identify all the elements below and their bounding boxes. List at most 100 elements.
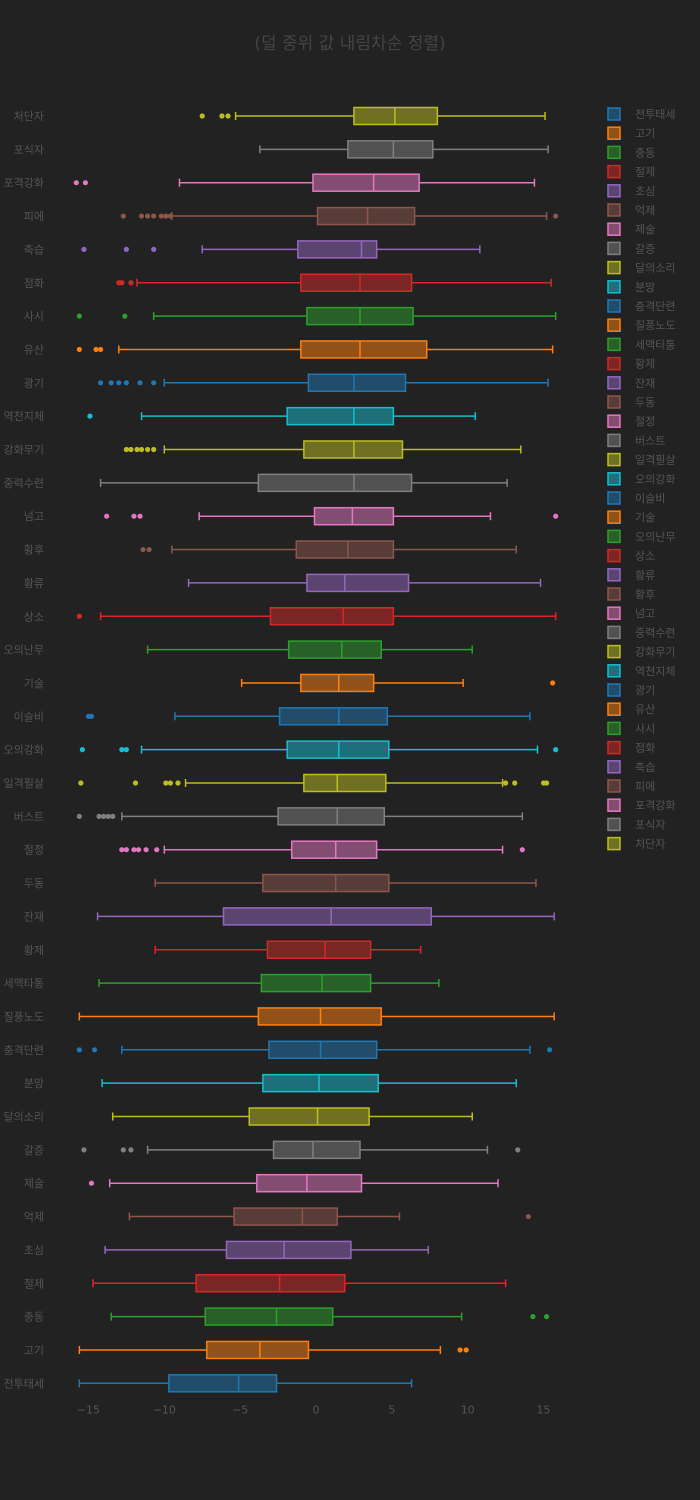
legend-item-잔재: 잔재 — [607, 376, 655, 390]
iqr-box — [303, 440, 404, 459]
legend-label: 피에 — [635, 780, 655, 793]
iqr-box — [300, 273, 413, 292]
iqr-box — [206, 1340, 310, 1360]
category-label: 전투태세 — [4, 1377, 44, 1390]
category-label: 이슬비 — [14, 710, 44, 723]
outlier-point — [143, 847, 149, 853]
outlier-point — [503, 780, 509, 786]
outlier-point — [119, 747, 125, 753]
legend-item-유산: 유산 — [607, 702, 655, 716]
category-label: 황제 — [24, 944, 44, 957]
outlier-point — [151, 446, 157, 453]
legend-label: 포식자 — [635, 818, 665, 831]
category-label: 중력수련 — [4, 477, 44, 490]
outlier-point — [167, 213, 173, 219]
outlier-point — [128, 446, 134, 453]
outlier-point — [158, 213, 164, 219]
legend-label: 황제 — [635, 358, 655, 371]
outlier-point — [81, 1147, 87, 1153]
box-광기 — [97, 373, 549, 393]
legend-swatch — [607, 433, 621, 448]
outlier-point — [515, 1147, 521, 1153]
outlier-point — [96, 813, 102, 819]
iqr-box — [287, 640, 382, 659]
legend-swatch — [607, 721, 621, 736]
iqr-box — [300, 340, 428, 359]
iqr-box — [225, 1240, 352, 1260]
boxes-layer — [73, 106, 559, 1393]
iqr-box — [347, 140, 434, 159]
category-label: 충동 — [24, 1311, 44, 1324]
iqr-box — [316, 206, 416, 226]
legend-swatch — [607, 760, 621, 774]
outlier-point — [108, 380, 114, 386]
x-tick-label: −15 — [77, 1403, 100, 1416]
category-label: 분망 — [24, 1077, 44, 1090]
box-오의강화 — [79, 740, 559, 759]
legend-swatch — [607, 491, 621, 505]
category-label: 세맥타통 — [4, 977, 44, 990]
legend-label: 점화 — [635, 742, 655, 755]
box-고기 — [78, 1340, 469, 1360]
outlier-point — [543, 780, 550, 786]
legend-swatch — [607, 395, 621, 409]
outlier-point — [82, 180, 89, 186]
legend-label: 전투태세 — [635, 108, 675, 121]
outlier-point — [104, 513, 110, 519]
box-일격필살 — [78, 773, 550, 793]
legend-swatch — [607, 587, 621, 601]
legend-item-고기: 고기 — [607, 126, 655, 140]
box-잔재 — [96, 907, 555, 926]
legend-swatch — [607, 836, 621, 851]
legend-label: 고기 — [635, 127, 655, 140]
box-절제 — [92, 1274, 507, 1293]
outlier-point — [76, 313, 82, 319]
category-label: 사시 — [24, 310, 44, 323]
box-세맥타통 — [98, 973, 440, 993]
outlier-point — [138, 213, 145, 219]
legend-swatch — [607, 702, 621, 716]
box-분망 — [101, 1073, 517, 1093]
category-label: 강화무기 — [4, 444, 44, 457]
outlier-point — [146, 546, 152, 553]
box-점화 — [116, 273, 552, 292]
box-전투태세 — [78, 1374, 413, 1393]
legend-label: 일격필살 — [635, 453, 675, 467]
iqr-box — [222, 907, 433, 926]
iqr-box — [266, 940, 372, 959]
legend-item-기술: 기술 — [607, 510, 655, 524]
outlier-point — [553, 513, 559, 519]
box-이슬비 — [85, 707, 531, 726]
legend-label: 유산 — [635, 703, 655, 716]
legend-label: 기술 — [635, 511, 655, 524]
legend-swatch — [607, 299, 621, 313]
legend-swatch — [607, 740, 621, 755]
legend-swatch — [607, 145, 621, 160]
category-label: 버스트 — [14, 810, 44, 823]
outlier-point — [530, 1314, 536, 1320]
box-황류 — [187, 573, 542, 593]
outlier-point — [97, 380, 104, 386]
legend-label: 제술 — [635, 223, 655, 236]
legend-swatch — [607, 798, 621, 812]
box-충격단련 — [76, 1040, 553, 1060]
outlier-point — [87, 413, 93, 419]
x-tick-label: 0 — [313, 1403, 320, 1416]
outlier-point — [88, 1180, 95, 1186]
iqr-box — [256, 1173, 363, 1193]
legend-swatch — [607, 260, 621, 275]
iqr-box — [303, 773, 387, 793]
iqr-box — [272, 1140, 361, 1160]
legend-label: 분망 — [635, 281, 655, 294]
iqr-box — [277, 807, 386, 826]
outlier-point — [145, 446, 151, 453]
legend-swatch — [607, 817, 621, 832]
box-축습 — [81, 240, 481, 259]
iqr-box — [297, 240, 378, 259]
iqr-box — [353, 106, 439, 126]
legend-swatch — [607, 548, 621, 563]
outlier-point — [135, 847, 142, 853]
legend-label: 버스트 — [635, 434, 665, 447]
legend-item-질풍노도: 질풍노도 — [607, 318, 675, 332]
outlier-point — [120, 1147, 126, 1153]
